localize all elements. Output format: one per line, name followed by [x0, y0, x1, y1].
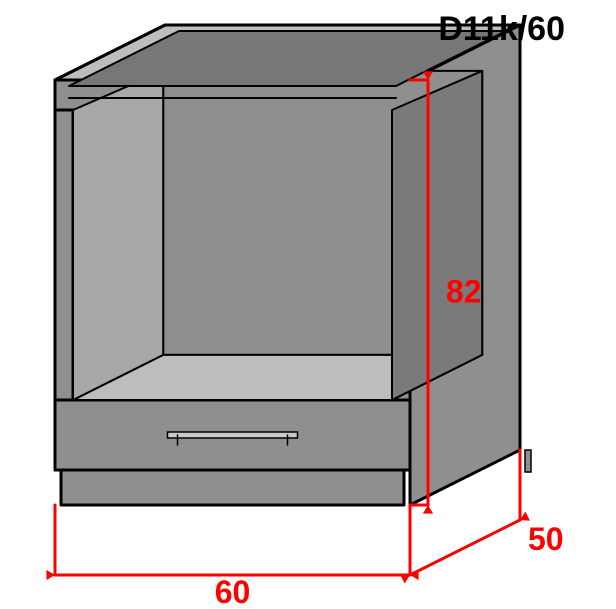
cabinet-interior	[73, 71, 482, 400]
drawer-handle	[168, 432, 298, 438]
dimension-width: 60	[215, 574, 251, 609]
product-model: D11k/60	[438, 10, 565, 48]
dimension-depth: 50	[528, 521, 564, 557]
cabinet-foot	[525, 450, 531, 472]
dimension-height: 82	[446, 274, 482, 310]
